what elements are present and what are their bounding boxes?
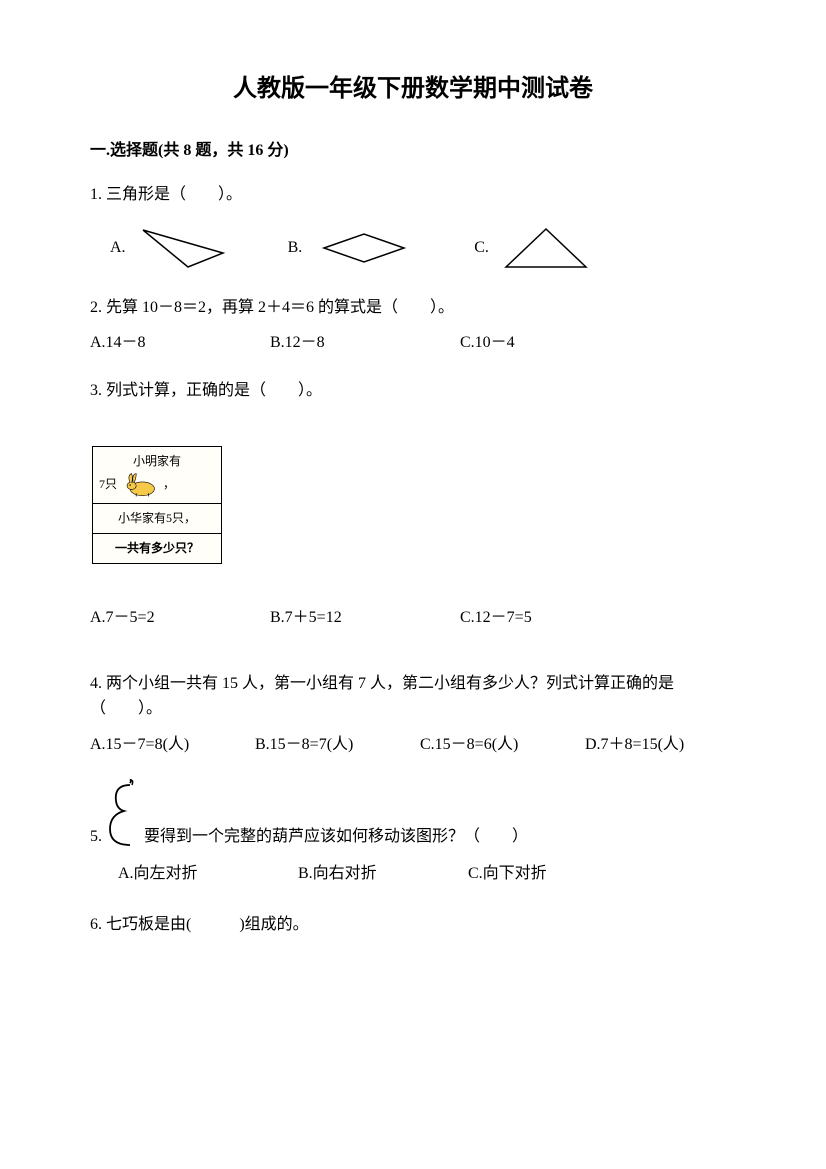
- q6-text: 6. 七巧板是由( )组成的。: [90, 912, 736, 938]
- q1-option-b: B.: [288, 228, 415, 268]
- q3-text: 3. 列式计算，正确的是（ ）。: [90, 378, 736, 404]
- q4-options: A.15－7=8(人) B.15－8=7(人) C.15－8=6(人) D.7＋…: [90, 732, 736, 758]
- q4-option-a: A.15－7=8(人): [90, 732, 255, 758]
- question-6: 6. 七巧板是由( )组成的。: [90, 912, 736, 938]
- q3-option-c: C.12－7=5: [460, 605, 630, 631]
- q3-option-a: A.7－5=2: [90, 605, 270, 631]
- q5-text: 要得到一个完整的葫芦应该如何移动该图形？（ ）: [144, 824, 528, 850]
- q4-text: 4. 两个小组一共有 15 人，第一小组有 7 人，第二小组有多少人？列式计算正…: [90, 671, 736, 722]
- q3-info-box: 小明家有 7只 ， 小华家有5只， 一共有多少只？: [92, 446, 222, 564]
- q2-text: 2. 先算 10－8＝2，再算 2＋4＝6 的算式是（ ）。: [90, 295, 736, 321]
- q3-row1-top: 小明家有: [133, 452, 181, 471]
- q3-box-row3: 一共有多少只？: [93, 534, 221, 563]
- q2-options: A.14－8 B.12－8 C.10－4: [90, 330, 736, 356]
- q3-box-row1: 小明家有 7只 ，: [93, 447, 221, 503]
- half-gourd-icon: [102, 779, 138, 849]
- question-3: 3. 列式计算，正确的是（ ）。 小明家有 7只 ， 小华家有5只， 一共有多少…: [90, 378, 736, 631]
- q1-c-label: C.: [474, 235, 489, 261]
- q5-option-c: C.向下对折: [468, 861, 618, 887]
- q3-row1-left: 7只: [99, 475, 117, 494]
- q4-option-b: B.15－8=7(人): [255, 732, 420, 758]
- angle-shape-icon: [138, 225, 228, 270]
- q1-text: 1. 三角形是（ ）。: [90, 182, 736, 208]
- triangle-shape-icon: [501, 223, 591, 273]
- q2-option-b: B.12－8: [270, 330, 460, 356]
- rabbit-icon: [121, 472, 159, 498]
- q1-option-c: C.: [474, 223, 591, 273]
- q5-option-a: A.向左对折: [118, 861, 298, 887]
- q4-option-c: C.15－8=6(人): [420, 732, 585, 758]
- q1-options: A. B. C.: [90, 223, 736, 273]
- q5-option-b: B.向右对折: [298, 861, 468, 887]
- q5-number: 5.: [90, 824, 102, 850]
- q4-option-d: D.7＋8=15(人): [585, 732, 725, 758]
- q5-line: 5. 要得到一个完整的葫芦应该如何移动该图形？（ ）: [90, 779, 736, 849]
- q3-option-b: B.7＋5=12: [270, 605, 460, 631]
- section-header: 一.选择题(共 8 题，共 16 分): [90, 138, 736, 164]
- q3-row1-right: ，: [163, 475, 175, 494]
- question-4: 4. 两个小组一共有 15 人，第一小组有 7 人，第二小组有多少人？列式计算正…: [90, 671, 736, 758]
- q1-option-a: A.: [110, 225, 228, 270]
- q2-option-c: C.10－4: [460, 330, 630, 356]
- q3-options: A.7－5=2 B.7＋5=12 C.12－7=5: [90, 605, 736, 631]
- q1-b-label: B.: [288, 235, 303, 261]
- question-2: 2. 先算 10－8＝2，再算 2＋4＝6 的算式是（ ）。 A.14－8 B.…: [90, 295, 736, 356]
- q3-box-row2: 小华家有5只，: [93, 504, 221, 534]
- page-title: 人教版一年级下册数学期中测试卷: [90, 70, 736, 108]
- q1-a-label: A.: [110, 235, 126, 261]
- rhombus-shape-icon: [314, 228, 414, 268]
- question-1: 1. 三角形是（ ）。 A. B. C.: [90, 182, 736, 273]
- q2-option-a: A.14－8: [90, 330, 270, 356]
- question-5: 5. 要得到一个完整的葫芦应该如何移动该图形？（ ） A.向左对折 B.向右对折…: [90, 779, 736, 887]
- q5-options: A.向左对折 B.向右对折 C.向下对折: [90, 861, 736, 887]
